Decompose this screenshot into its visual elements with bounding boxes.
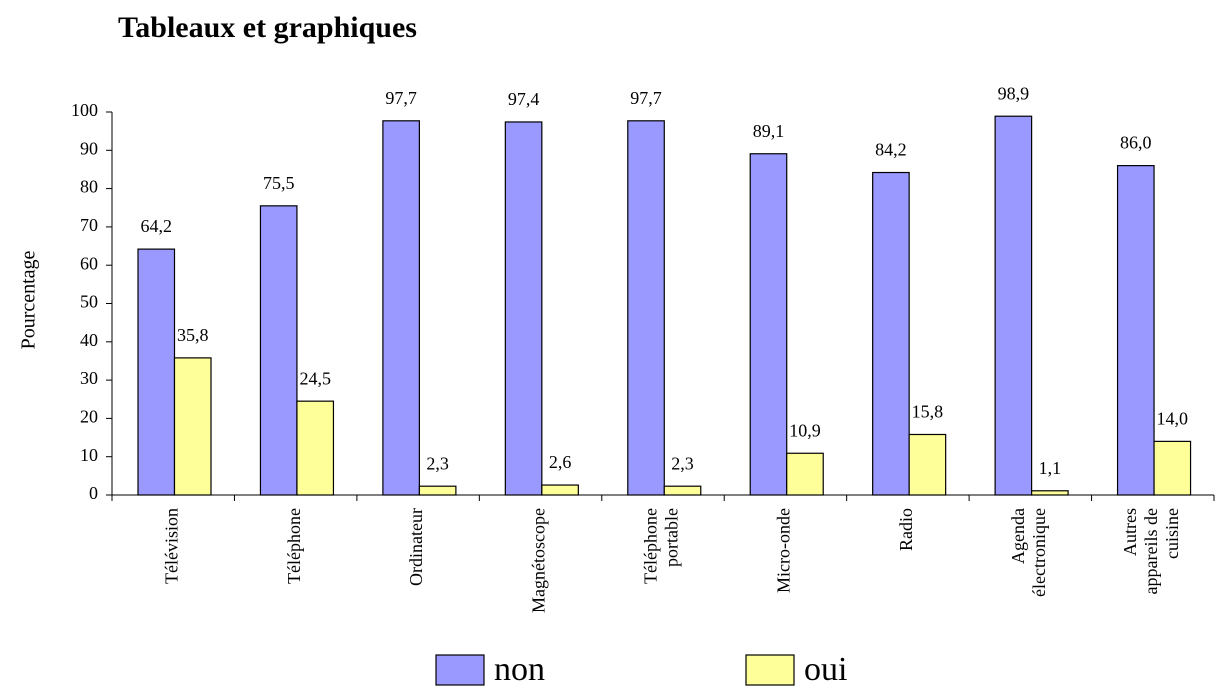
value-label: 64,2	[141, 216, 173, 236]
legend-swatch	[435, 654, 485, 686]
bar	[749, 153, 788, 496]
value-label: 14,0	[1157, 409, 1189, 429]
bar	[259, 205, 298, 496]
value-label: 10,9	[789, 420, 821, 440]
x-tick-label: Ordinateur	[406, 508, 426, 586]
x-tick-label: Radio	[896, 508, 916, 551]
value-label: 2,3	[426, 453, 449, 473]
value-label: 35,8	[177, 325, 209, 345]
value-label: 2,3	[671, 453, 694, 473]
value-label: 75,5	[263, 173, 295, 193]
bar	[1116, 165, 1155, 496]
bar	[872, 171, 910, 496]
y-axis-label: Pourcentage	[18, 250, 40, 349]
x-tick-label: Télévision	[161, 508, 181, 584]
chart-title: Tableaux et graphiques	[118, 11, 417, 44]
bar	[994, 115, 1033, 496]
bar	[418, 485, 457, 496]
x-tick-label: portable	[662, 508, 682, 567]
value-label: 1,1	[1039, 458, 1062, 478]
x-tick-label: Magnétoscope	[529, 508, 549, 613]
value-label: 84,2	[875, 140, 907, 160]
x-tick-label: appareils de	[1141, 508, 1161, 594]
value-label: 98,9	[998, 83, 1030, 103]
bar	[173, 357, 212, 496]
y-tick-label: 90	[80, 138, 98, 158]
legend-label: oui	[804, 651, 847, 688]
bar	[137, 248, 176, 496]
y-tick-label: 60	[80, 253, 98, 273]
value-label: 89,1	[753, 121, 785, 141]
x-tick-label: Micro-onde	[774, 508, 794, 593]
y-tick-label: 0	[89, 483, 98, 503]
bar	[908, 433, 947, 496]
y-tick-label: 100	[71, 100, 98, 120]
bar	[786, 452, 824, 496]
bar	[1153, 440, 1192, 496]
x-tick-label: Téléphone	[641, 508, 661, 584]
value-label: 97,4	[508, 89, 540, 109]
x-tick-label: électronique	[1029, 508, 1049, 597]
x-tick-label: Autres	[1120, 508, 1140, 556]
x-tick-label: Téléphone	[284, 508, 304, 584]
value-label: 86,0	[1120, 133, 1152, 153]
y-tick-label: 50	[80, 292, 98, 312]
value-label: 97,7	[385, 88, 417, 108]
x-tick-label: Agenda	[1008, 508, 1028, 564]
bar	[627, 120, 665, 496]
y-tick-label: 40	[80, 330, 98, 350]
bar	[663, 485, 702, 496]
y-tick-label: 20	[80, 407, 98, 427]
bar	[1031, 490, 1069, 496]
y-tick-label: 10	[80, 445, 98, 465]
x-tick-label: cuisine	[1162, 508, 1182, 559]
y-tick-label: 80	[80, 177, 98, 197]
bar	[504, 121, 543, 496]
legend-swatch	[745, 654, 795, 686]
y-tick-label: 30	[80, 368, 98, 388]
bar	[382, 120, 420, 496]
bar	[296, 400, 335, 496]
value-label: 2,6	[549, 452, 572, 472]
value-label: 15,8	[912, 402, 944, 422]
bar	[541, 484, 579, 496]
value-label: 24,5	[299, 368, 331, 388]
legend-label: non	[494, 651, 545, 688]
value-label: 97,7	[630, 88, 662, 108]
y-tick-label: 70	[80, 215, 98, 235]
